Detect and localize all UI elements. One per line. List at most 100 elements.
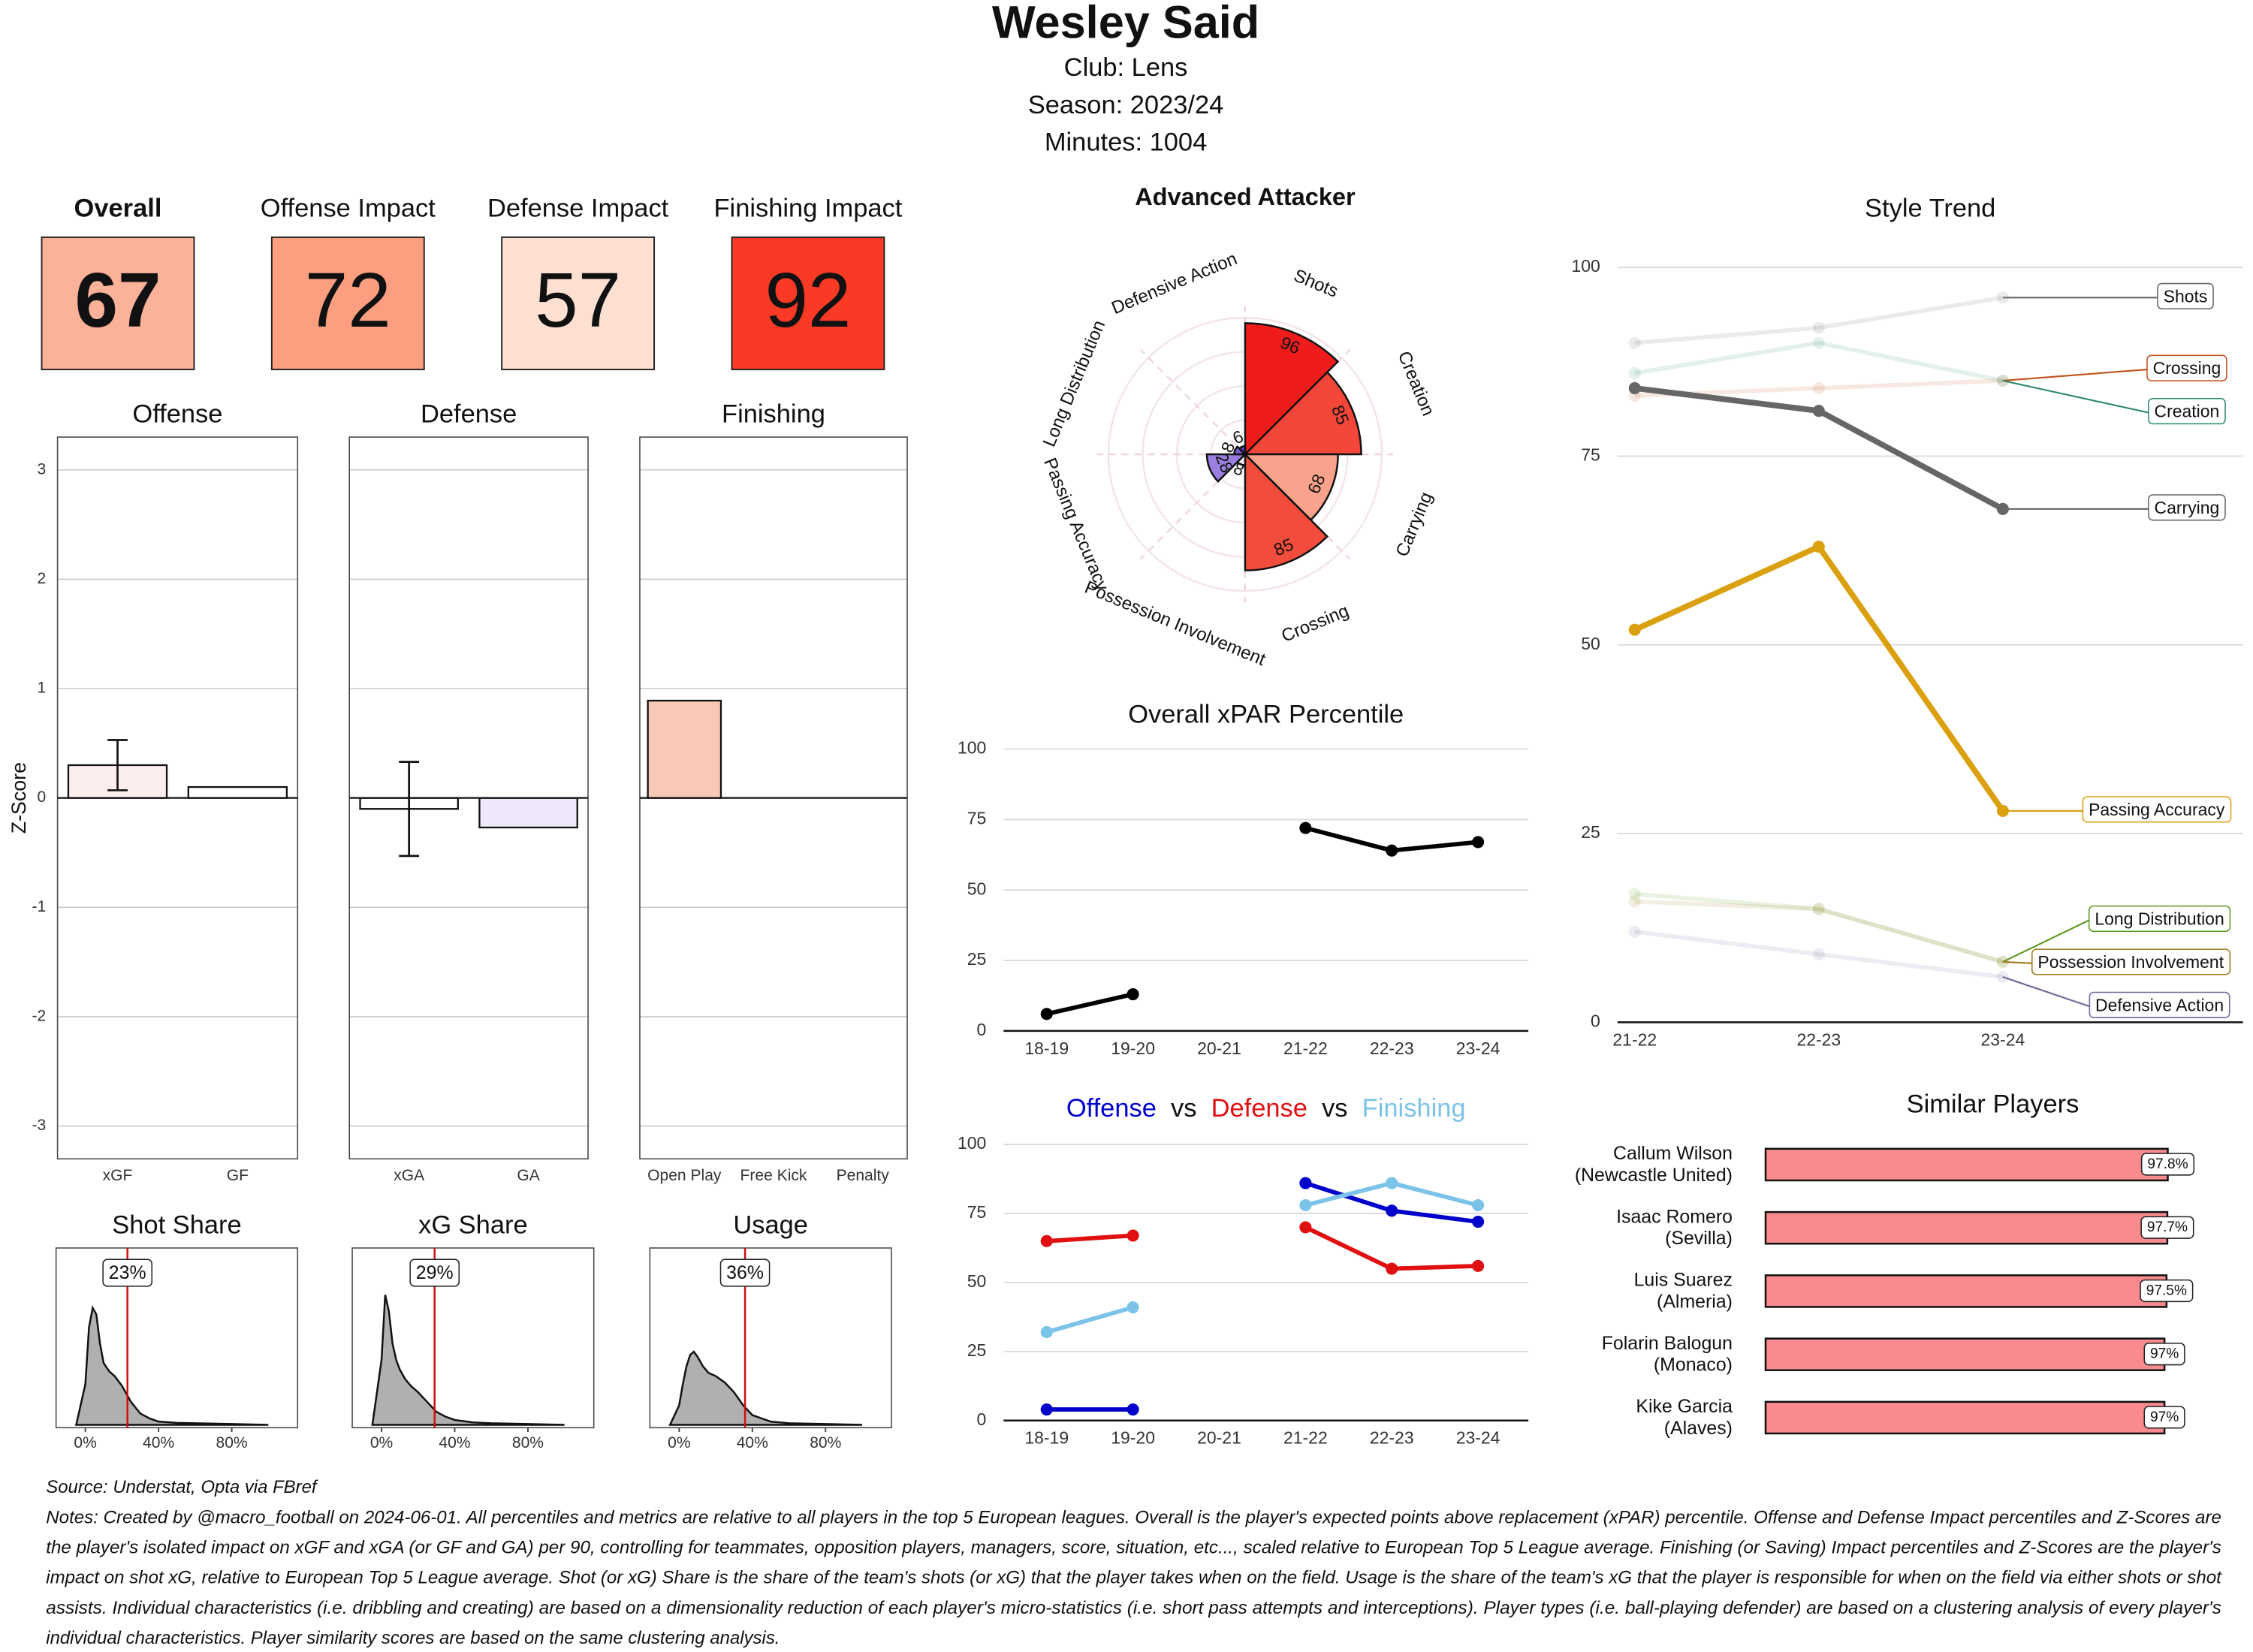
error-bar bbox=[399, 761, 420, 858]
y-tick-label: 0 bbox=[38, 788, 47, 806]
polar-bar bbox=[1242, 370, 1362, 456]
x-tick-label: 80% bbox=[512, 1434, 544, 1452]
tile-box bbox=[731, 236, 885, 371]
player-club: (Almeria) bbox=[1657, 1291, 1733, 1312]
series-label-box bbox=[2146, 354, 2227, 381]
x-tick-label: 80% bbox=[216, 1434, 248, 1452]
y-tick-label: 0 bbox=[977, 1020, 987, 1039]
source-note: Source: Understat, Opta via FBref bbox=[46, 1477, 318, 1497]
error-bar bbox=[107, 739, 128, 791]
value-label: 97% bbox=[2150, 1409, 2179, 1425]
polar-bar bbox=[1238, 445, 1247, 457]
series-point bbox=[1812, 321, 1825, 334]
series-point bbox=[1126, 1229, 1139, 1242]
series-point bbox=[1386, 1262, 1398, 1275]
notes-line: Notes: Created by @macro_football on 202… bbox=[46, 1507, 2221, 1527]
x-tick-label: 23-24 bbox=[1981, 1029, 2025, 1049]
series-point bbox=[1126, 988, 1139, 1001]
tile-label: Offense Impact bbox=[261, 194, 436, 223]
marker-label: 23% bbox=[109, 1262, 146, 1283]
series-label: Possession Involvement bbox=[2037, 952, 2224, 972]
polar-spoke bbox=[1244, 454, 1351, 560]
label-connector bbox=[2002, 379, 2149, 414]
density-area bbox=[668, 1350, 863, 1426]
tile-value: 92 bbox=[765, 256, 851, 343]
tile-label: Defense Impact bbox=[487, 194, 669, 223]
series-label: Creation bbox=[2155, 402, 2220, 421]
panel-title: Shot Share bbox=[112, 1210, 241, 1239]
chart-title: Similar Players bbox=[1907, 1090, 2080, 1119]
series-label: Shots bbox=[2164, 286, 2208, 306]
x-tick-label: 18-19 bbox=[1024, 1428, 1069, 1448]
series-point bbox=[1628, 925, 1641, 938]
series-point bbox=[1040, 1234, 1053, 1247]
y-tick-label: -2 bbox=[32, 1007, 47, 1024]
x-tick-label: 21-22 bbox=[1283, 1039, 1328, 1058]
y-tick-label: 25 bbox=[1581, 822, 1600, 842]
x-tick-label: 21-22 bbox=[1283, 1428, 1328, 1448]
series-point bbox=[1812, 405, 1825, 418]
series-point bbox=[1386, 844, 1398, 857]
series-point bbox=[1299, 821, 1312, 834]
tile-value: 72 bbox=[305, 256, 391, 343]
label-connector bbox=[2002, 976, 2090, 1008]
bar bbox=[1764, 1400, 2166, 1435]
series-point bbox=[1628, 336, 1641, 349]
series-point bbox=[1628, 888, 1641, 900]
club-line: Club: Lens bbox=[1064, 53, 1188, 82]
x-tick-label: 20-21 bbox=[1197, 1039, 1241, 1058]
tile-label: Overall bbox=[74, 194, 162, 223]
y-tick-label: 100 bbox=[1571, 256, 1600, 276]
x-tick-label: 18-19 bbox=[1024, 1039, 1069, 1058]
panel-title: xG Share bbox=[418, 1210, 528, 1239]
x-tick-label: 22-23 bbox=[1796, 1029, 1841, 1049]
x-tick-label: Penalty bbox=[837, 1167, 890, 1184]
y-tick-label: 25 bbox=[967, 949, 987, 969]
x-tick-label: 0% bbox=[370, 1434, 393, 1452]
bar bbox=[1764, 1210, 2169, 1245]
bar bbox=[1764, 1337, 2166, 1371]
panel-frame bbox=[55, 1247, 299, 1429]
density-area bbox=[74, 1305, 269, 1426]
value-label-box bbox=[2143, 1406, 2185, 1429]
series-point bbox=[1299, 1221, 1312, 1234]
notes-line: the player's isolated impact on xGF and … bbox=[46, 1537, 2221, 1557]
player-name: Callum Wilson bbox=[1613, 1143, 1733, 1164]
chart-title: Offense vs Defense vs Finishing bbox=[1066, 1094, 1466, 1123]
series-point bbox=[1812, 948, 1825, 960]
bar bbox=[187, 785, 288, 799]
value-label-box bbox=[2140, 1216, 2194, 1239]
series-label: Carrying bbox=[2155, 498, 2220, 517]
bar bbox=[1764, 1274, 2168, 1308]
player-name: Folarin Balogun bbox=[1602, 1333, 1733, 1354]
x-tick-label: 19-20 bbox=[1111, 1039, 1155, 1058]
panel-title: Offense bbox=[132, 399, 222, 428]
page-title: Wesley Said bbox=[992, 0, 1259, 48]
x-tick-label: 40% bbox=[143, 1434, 174, 1452]
density-area bbox=[371, 1295, 565, 1426]
series-point bbox=[1628, 623, 1641, 636]
tile-value: 57 bbox=[535, 256, 621, 343]
series-line bbox=[1634, 929, 2004, 979]
series-point bbox=[1472, 1216, 1485, 1228]
y-tick-label: -3 bbox=[32, 1117, 47, 1134]
title-series-name: Defense bbox=[1211, 1094, 1307, 1123]
panel-title: Usage bbox=[733, 1210, 808, 1239]
x-tick-label: GA bbox=[517, 1167, 539, 1184]
title-separator: vs bbox=[1171, 1094, 1196, 1123]
series-label-box bbox=[2031, 948, 2231, 975]
marker-label: 29% bbox=[416, 1262, 454, 1283]
label-connector bbox=[2002, 369, 2148, 381]
series-point bbox=[1472, 1259, 1485, 1272]
y-tick-label: 100 bbox=[958, 738, 986, 758]
x-tick-label: 22-23 bbox=[1370, 1039, 1414, 1058]
tile-value: 67 bbox=[74, 256, 161, 343]
tile-box bbox=[501, 236, 656, 371]
y-tick-label: 75 bbox=[1581, 445, 1600, 465]
series-label-box bbox=[2088, 905, 2231, 933]
polar-bar bbox=[1244, 452, 1329, 571]
series-label-box bbox=[2082, 796, 2232, 823]
marker-label: 36% bbox=[726, 1262, 764, 1283]
y-tick-label: 0 bbox=[977, 1409, 987, 1429]
